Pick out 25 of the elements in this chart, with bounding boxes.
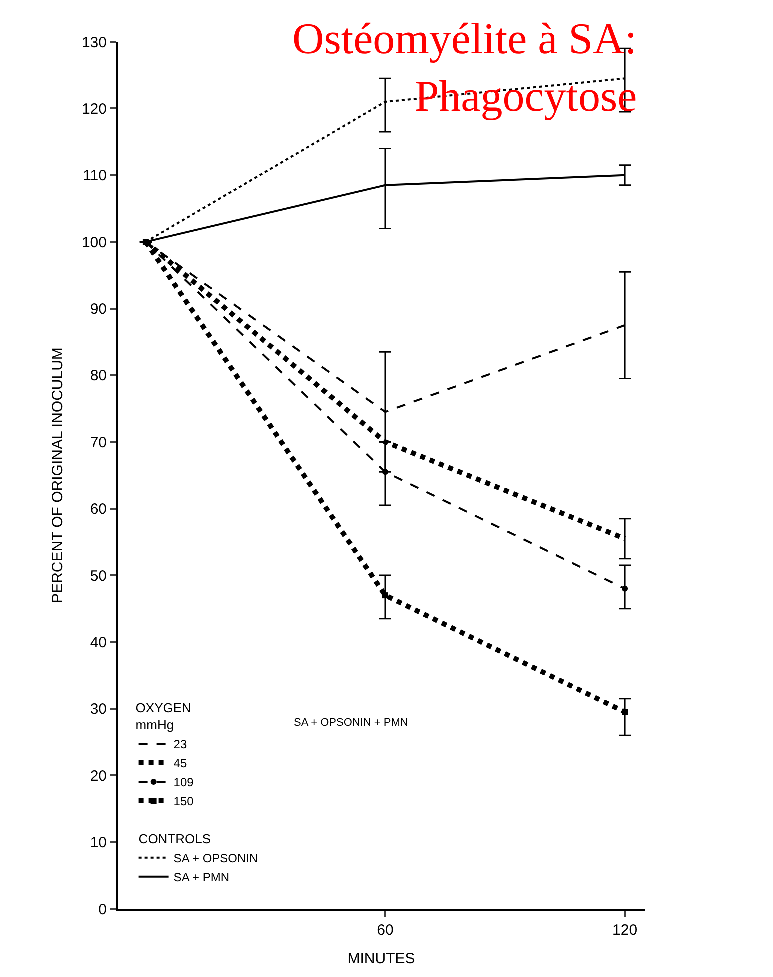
legend-label: SA + OPSONIN (174, 852, 258, 866)
annotation: SA + OPSONIN + PMN (294, 717, 408, 729)
y-tick-label: 50 (90, 568, 107, 585)
y-tick-label: 0 (98, 901, 107, 918)
y-tick-label: 30 (90, 701, 107, 718)
y-tick-label: 100 (82, 234, 107, 252)
legend-label: 23 (174, 738, 188, 752)
y-tick-label: 120 (82, 100, 107, 118)
y-tick-label: 110 (83, 168, 107, 185)
legend-label: 150 (174, 794, 194, 809)
y-axis-title: PERCENT OF ORIGINAL INOCULUM (50, 348, 67, 604)
legend-label: 109 (174, 776, 194, 790)
legend-label: SA + PMN (174, 870, 230, 885)
x-axis-title: MINUTES (348, 950, 416, 968)
y-tick-label: 40 (90, 634, 107, 652)
legend-title: OXYGEN mmHg (136, 700, 192, 732)
y-tick-label: 130 (82, 34, 107, 52)
y-tick-label: 60 (90, 501, 107, 518)
annotation: CONTROLS (138, 831, 212, 846)
y-tick-label: 90 (90, 301, 107, 318)
legend-label: 45 (174, 756, 188, 771)
y-tick-label: 10 (90, 834, 107, 852)
y-tick-label: 70 (90, 434, 107, 452)
y-tick-label: 80 (90, 368, 107, 385)
y-tick-label: 20 (90, 768, 107, 785)
